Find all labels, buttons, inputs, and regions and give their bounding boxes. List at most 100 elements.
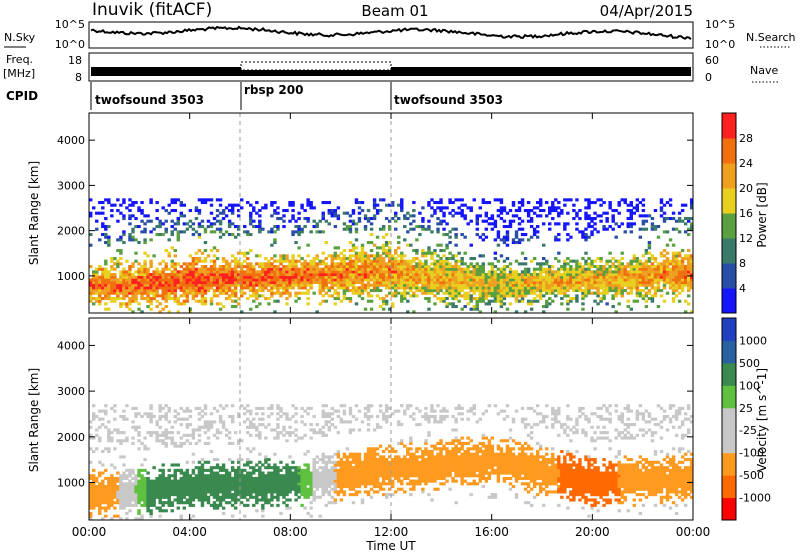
heatmap-cell (300, 270, 304, 274)
heatmap-cell (227, 414, 232, 419)
heatmap-cell (179, 490, 184, 494)
heatmap-cell (236, 484, 241, 489)
heatmap-cell (264, 262, 268, 266)
heatmap-cell (469, 273, 473, 277)
heatmap-cell (212, 265, 217, 269)
heatmap-cell (647, 251, 652, 255)
heatmap-cell (372, 286, 377, 290)
heatmap-cell (236, 498, 241, 502)
heatmap-cell (188, 441, 193, 445)
heatmap-cell (158, 476, 162, 480)
heatmap-cell (149, 238, 153, 242)
heatmap-cell (677, 219, 682, 223)
heatmap-cell (182, 501, 187, 505)
heatmap-cell (581, 283, 585, 287)
heatmap-cell (230, 479, 235, 483)
heatmap-cell (384, 233, 389, 237)
heatmap-cell (614, 294, 618, 298)
heatmap-cell (230, 233, 235, 237)
heatmap-cell (602, 273, 606, 277)
heatmap-cell (249, 222, 253, 226)
heatmap-cell (128, 203, 132, 207)
heatmap-cell (448, 275, 452, 279)
heatmap-cell (487, 289, 492, 293)
heatmap-cell (369, 307, 374, 311)
heatmap-cell (529, 259, 534, 263)
heatmap-cell (113, 299, 117, 303)
heatmap-cell (107, 297, 111, 301)
heatmap-cell (520, 283, 525, 287)
heatmap-cell (125, 206, 129, 210)
heatmap-cell (677, 278, 682, 282)
heatmap-cell (345, 265, 350, 269)
heatmap-cell (457, 289, 461, 293)
heatmap-cell (294, 265, 298, 269)
heatmap-cell (363, 283, 368, 287)
colorbar-cell-7 (722, 113, 736, 139)
heatmap-cell (279, 414, 283, 419)
heatmap-cell (526, 219, 531, 223)
heatmap-cell (614, 209, 618, 213)
heatmap-cell (246, 267, 250, 271)
heatmap-cell (203, 425, 208, 429)
heatmap-cell (318, 286, 322, 290)
heatmap-cell (387, 241, 392, 245)
heatmap-cell (490, 278, 495, 282)
heatmap-cell (294, 273, 298, 277)
heatmap-cell (294, 439, 298, 443)
heatmap-cell (252, 503, 256, 507)
heatmap-cell (529, 291, 534, 295)
heatmap-cell (677, 286, 682, 290)
heatmap-cell (674, 270, 679, 274)
heatmap-cell (614, 291, 618, 295)
heatmap-cell (372, 267, 377, 271)
heatmap-cell (526, 286, 531, 290)
heatmap-cell (170, 503, 174, 507)
heatmap-cell (182, 294, 187, 298)
heatmap-cell (258, 265, 262, 269)
heatmap-cell (122, 484, 126, 489)
heatmap-cell (249, 474, 253, 478)
heatmap-cell (442, 262, 446, 266)
heatmap-cell (590, 219, 594, 223)
heatmap-cell (134, 299, 138, 303)
heatmap-cell (218, 501, 223, 505)
heatmap-cell (291, 466, 295, 470)
heatmap-cell (246, 275, 250, 279)
heatmap-cell (224, 428, 229, 432)
heatmap-cell (638, 201, 643, 205)
heatmap-cell (270, 243, 274, 247)
heatmap-cell (602, 225, 606, 229)
heatmap-cell (122, 417, 126, 421)
heatmap-cell (279, 482, 283, 486)
heatmap-cell (131, 503, 135, 507)
heatmap-cell (218, 482, 223, 486)
heatmap-cell (95, 270, 99, 274)
heatmap-cell (161, 441, 165, 445)
heatmap-cell (590, 273, 594, 277)
heatmap-cell (170, 201, 174, 205)
heatmap-cell (427, 281, 431, 285)
heatmap-cell (427, 265, 431, 269)
heatmap-cell (203, 406, 208, 410)
heatmap-cell (348, 275, 353, 279)
heatmap-cell (680, 262, 685, 266)
heatmap-cell (532, 227, 537, 231)
heatmap-cell (291, 286, 295, 290)
heatmap-cell (300, 283, 304, 287)
heatmap-cell (336, 291, 341, 295)
heatmap-cell (119, 493, 123, 497)
heatmap-cell (671, 265, 676, 269)
heatmap-cell (572, 267, 576, 271)
heatmap-cell (520, 278, 525, 282)
heatmap-cell (182, 222, 187, 226)
heatmap-cell (557, 291, 561, 295)
heatmap-cell (125, 498, 129, 502)
heatmap-cell (107, 273, 111, 277)
heatmap-cell (170, 297, 174, 301)
heatmap-cell (122, 431, 126, 435)
colorbar-cell-3 (722, 213, 736, 239)
heatmap-cell (282, 474, 286, 478)
heatmap-cell (372, 243, 377, 247)
heatmap-cell (397, 235, 401, 239)
